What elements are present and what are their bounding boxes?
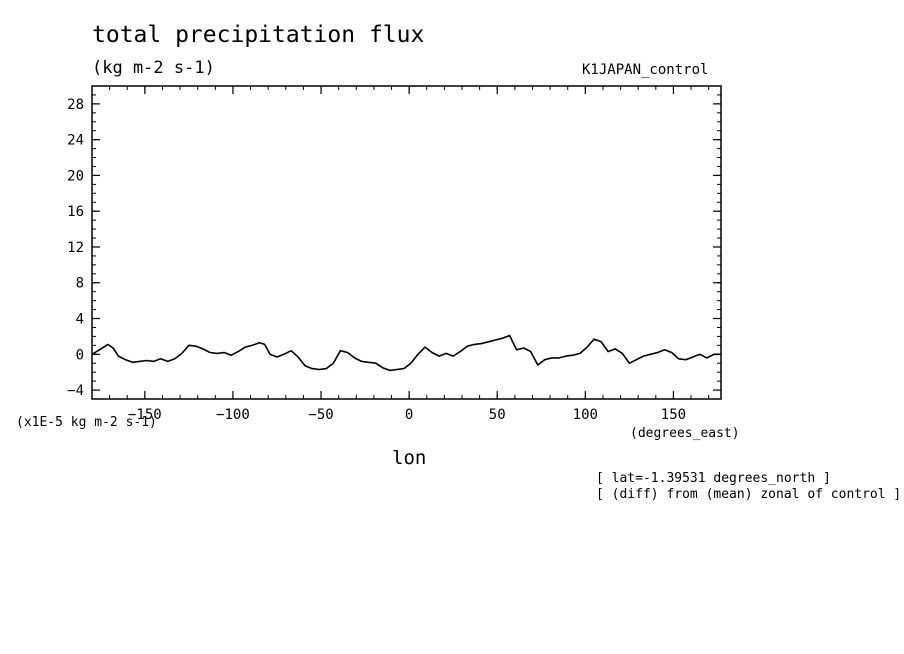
y-tick-label: 12	[67, 240, 84, 256]
plot-frame	[91, 85, 722, 400]
y-tick-label: 4	[76, 312, 84, 328]
y-tick-label: 20	[67, 168, 84, 184]
annotation-latitude: [ lat=-1.39531 degrees_north ]	[596, 471, 831, 486]
x-axis-label: lon	[392, 447, 427, 469]
x-axis-units: (degrees_east)	[630, 426, 740, 441]
x-tick-label: 0	[405, 407, 413, 423]
x-tick-label: 150	[661, 407, 686, 423]
y-tick-label: 24	[67, 133, 84, 149]
y-tick-label: 16	[67, 204, 84, 220]
x-tick-label: 100	[573, 407, 598, 423]
x-tick-label: −50	[308, 407, 333, 423]
x-tick-label: 50	[489, 407, 506, 423]
run-label: K1JAPAN_control	[582, 62, 709, 78]
chart-units: (kg m-2 s-1)	[92, 58, 215, 78]
y-tick-label: 8	[76, 276, 84, 292]
x-tick-label: −150	[128, 407, 162, 423]
y-tick-label: −4	[67, 383, 84, 399]
scale-label: (x1E-5 kg m-2 s-1)	[16, 415, 157, 430]
y-tick-label: 0	[76, 347, 84, 363]
x-tick-label: −100	[216, 407, 250, 423]
series-line	[91, 334, 721, 372]
chart-title: total precipitation flux	[92, 22, 425, 48]
annotation-diff: [ (diff) from (mean) zonal of control ]	[596, 487, 902, 502]
y-tick-label: 28	[67, 97, 84, 113]
